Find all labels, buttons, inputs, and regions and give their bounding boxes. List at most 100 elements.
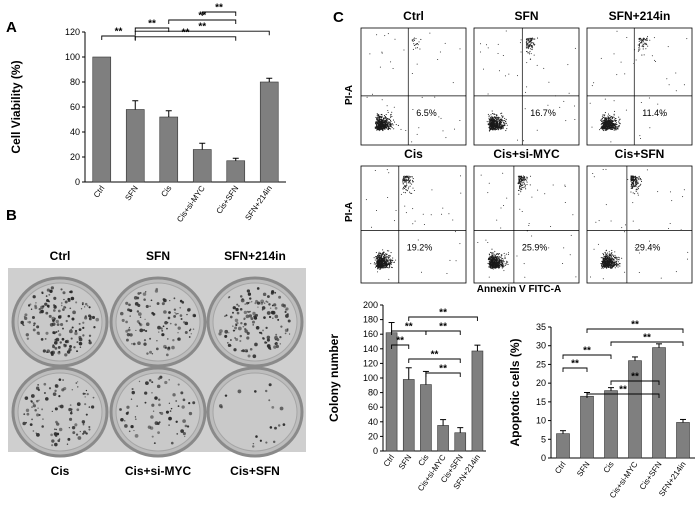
- facs-event-dot: [384, 120, 386, 122]
- facs-event-dot: [617, 127, 619, 130]
- colony-dot: [72, 431, 76, 435]
- facs-event-dot: [382, 259, 384, 261]
- facs-event-dot: [394, 121, 396, 123]
- facs-event-dot: [382, 127, 384, 129]
- facs-event-dot: [495, 128, 498, 130]
- facs-event-dot: [376, 262, 378, 264]
- facs-event-dot: [634, 49, 636, 51]
- colony-dot: [133, 296, 138, 300]
- colony-dot: [91, 405, 95, 409]
- facs-event-dot: [637, 179, 639, 181]
- facs-event-dot: [631, 179, 633, 182]
- facs-event-dot: [376, 259, 379, 261]
- colony-dot: [277, 424, 281, 427]
- facs-event-dot: [438, 116, 440, 118]
- colony-dot: [266, 335, 271, 340]
- facs-event-dot: [489, 251, 492, 253]
- facs-event-dot: [416, 47, 418, 49]
- colony-dot: [235, 307, 239, 312]
- facs-event-dot: [390, 116, 392, 118]
- colony-dot: [42, 418, 44, 420]
- colony-dot: [35, 302, 37, 304]
- facs-event-dot: [550, 225, 552, 227]
- facs-event-dot: [391, 259, 393, 261]
- facs-event-dot: [386, 124, 388, 126]
- colony-dot: [254, 342, 258, 347]
- facs-event-dot: [605, 129, 607, 131]
- facs-event-dot: [455, 260, 457, 262]
- colony-dot: [247, 311, 250, 314]
- facs-event-dot: [568, 92, 570, 94]
- facs-event-dot: [488, 259, 491, 261]
- facs-y-axis-label-bottom: PI-A: [344, 202, 355, 222]
- colony-dot: [246, 331, 250, 335]
- facs-event-dot: [379, 116, 381, 118]
- facs-event-dot: [408, 186, 410, 188]
- facs-event-dot: [500, 254, 502, 256]
- facs-event-dot: [610, 253, 612, 255]
- facs-event-dot: [548, 81, 550, 83]
- facs-event-dot: [501, 267, 503, 269]
- facs-event-dot: [387, 33, 389, 35]
- colony-dot: [93, 326, 96, 329]
- colony-dot: [29, 423, 33, 427]
- facs-event-dot: [497, 257, 499, 259]
- facs-event-dot: [619, 118, 621, 120]
- facs-event-dot: [493, 129, 495, 131]
- colony-dot: [134, 433, 139, 438]
- significance-bracket: [586, 393, 660, 398]
- colony-dot: [40, 309, 44, 314]
- facs-event-dot: [495, 258, 498, 261]
- facs-event-dot: [636, 183, 638, 185]
- facs-event-dot: [640, 138, 642, 140]
- facs-event-dot: [494, 119, 496, 121]
- facs-event-dot: [387, 197, 389, 199]
- facs-event-dot: [609, 127, 611, 130]
- colony-dot: [245, 314, 250, 319]
- colony-dot: [52, 309, 56, 312]
- facs-event-dot: [460, 175, 462, 177]
- facs-title-sfn: SFN: [515, 9, 539, 23]
- colony-dot: [79, 346, 82, 349]
- colony-dot: [55, 337, 60, 342]
- colony-dot: [179, 306, 182, 309]
- facs-event-dot: [639, 39, 642, 41]
- facs-event-dot: [526, 86, 528, 88]
- facs-event-dot: [498, 70, 500, 72]
- facs-event-dot: [618, 264, 620, 266]
- facs-event-dot: [411, 176, 414, 178]
- facs-event-dot: [614, 110, 616, 112]
- facs-event-dot: [369, 53, 371, 55]
- facs-event-dot: [380, 120, 382, 122]
- facs-event-dot: [608, 266, 610, 268]
- facs-event-dot: [604, 127, 607, 130]
- colony-dot: [228, 332, 230, 334]
- facs-event-dot: [411, 192, 413, 195]
- facs-event-dot: [683, 84, 685, 86]
- facs-event-dot: [496, 121, 498, 123]
- facs-event-dot: [493, 127, 495, 130]
- colony-dot: [180, 429, 184, 433]
- panel-label-b: B: [6, 207, 17, 224]
- colony-dot: [82, 430, 87, 434]
- facs-event-dot: [528, 42, 530, 44]
- facs-event-dot: [525, 179, 527, 181]
- facs-event-dot: [384, 122, 387, 124]
- facs-event-dot: [430, 214, 432, 216]
- facs-event-dot: [375, 116, 377, 118]
- facs-event-dot: [391, 123, 393, 125]
- facs-event-dot: [524, 178, 526, 180]
- facs-event-dot: [637, 192, 639, 194]
- facs-event-dot: [386, 122, 388, 124]
- facs-event-dot: [411, 141, 413, 143]
- colony-dot: [260, 332, 263, 335]
- facs-percent-cis-si-myc: 25.9%: [522, 242, 548, 252]
- facs-event-dot: [404, 192, 406, 194]
- colony-dot: [160, 327, 163, 330]
- facs-event-dot: [375, 251, 377, 254]
- facs-event-dot: [377, 255, 380, 257]
- facs-event-dot: [383, 128, 385, 130]
- colony-dot: [26, 337, 30, 340]
- facs-event-dot: [383, 125, 386, 127]
- facs-event-dot: [607, 265, 610, 268]
